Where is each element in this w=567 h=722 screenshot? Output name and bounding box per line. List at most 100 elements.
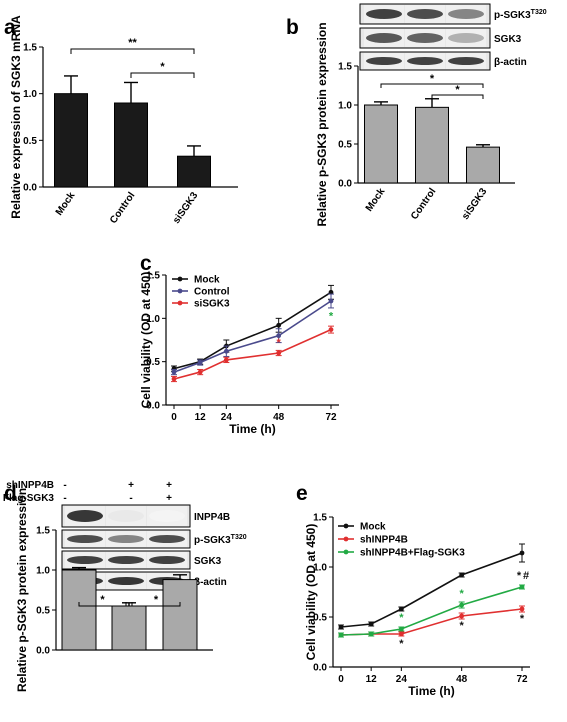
- blot-band: [407, 9, 443, 19]
- significance-label: *: [520, 613, 525, 625]
- blot-lane: [364, 53, 404, 69]
- panel-d-chart: 0.0 0.5 1.0 1.5 Relative p-SGK3 protein expr…: [15, 488, 213, 692]
- blot-band: [108, 577, 144, 585]
- blot-band: [448, 9, 484, 19]
- y-tick-label: 0.0: [146, 401, 160, 412]
- blot-band: [366, 33, 402, 43]
- data-point: [276, 350, 282, 356]
- significance-bracket: [78, 602, 127, 607]
- panel-b-western-blot: p-SGK3T320 SGK3 β-actin: [359, 3, 547, 71]
- bar: [162, 579, 198, 651]
- data-point: [197, 369, 203, 375]
- y-tick-label: 0.0: [338, 179, 352, 190]
- blot-band: [448, 33, 484, 43]
- condition-label: Flag-SGK3: [3, 493, 55, 504]
- x-tick-label: 12: [366, 674, 378, 685]
- condition-mark: +: [166, 493, 172, 504]
- x-category-label: Control: [409, 186, 439, 222]
- significance-label: *: [430, 73, 435, 85]
- x-tick-label: 48: [456, 674, 468, 685]
- significance-bracket: [130, 72, 195, 78]
- blot-band: [407, 33, 443, 43]
- legend-entry: Mock: [360, 522, 386, 533]
- x-tick-label: 0: [171, 412, 177, 423]
- blot-lane: [405, 29, 445, 47]
- blot-band: [366, 57, 402, 65]
- blot-lane: [446, 29, 486, 47]
- blot-superscript: T320: [531, 9, 547, 16]
- x-axis-title: Time (h): [408, 684, 454, 698]
- x-tick-label: 72: [325, 412, 337, 423]
- data-point: [197, 360, 203, 365]
- panel-label-a: a: [4, 16, 16, 39]
- data-point: [459, 613, 465, 619]
- legend-swatch-marker: [343, 549, 349, 555]
- data-point: [519, 606, 525, 612]
- bar: [415, 106, 449, 184]
- x-category-label: siSGK3: [460, 186, 490, 222]
- panel-b-chart: 0.0 0.5 1.0 1.5 Relative p-SGK3 protein expr…: [315, 22, 515, 227]
- significance-label: *: [160, 61, 165, 73]
- bar: [61, 569, 97, 651]
- y-tick-label: 1.5: [36, 526, 50, 537]
- y-tick-label: 0.0: [23, 183, 37, 194]
- y-tick-label: 0.5: [146, 357, 160, 368]
- x-tick-label: 12: [195, 412, 207, 423]
- y-tick-label: 0.5: [313, 613, 327, 624]
- data-point: [368, 631, 374, 637]
- blot-band-label: SGK3: [494, 34, 522, 45]
- significance-bracket: [380, 83, 484, 88]
- data-point: [368, 621, 374, 627]
- series-line: [340, 608, 523, 636]
- data-point: [223, 357, 229, 363]
- blot-lane: [65, 531, 105, 547]
- significance-label: *: [455, 84, 460, 96]
- condition-mark: -: [129, 493, 132, 504]
- data-point: [328, 289, 334, 295]
- significance-label: **: [128, 37, 137, 49]
- blot-band: [149, 535, 185, 543]
- blot-band-label: p-SGK3T320: [494, 9, 547, 21]
- legend-entry: siSGK3: [194, 299, 230, 310]
- blot-band: [67, 535, 103, 543]
- blot-lane: [147, 552, 187, 568]
- y-axis-title: Relative p-SGK3 protein expression: [315, 22, 329, 226]
- blot-lane: [446, 5, 486, 23]
- condition-label: shINPP4B: [6, 480, 54, 491]
- significance-label: *: [329, 311, 334, 323]
- legend-swatch-marker: [177, 300, 183, 306]
- y-tick-label: 1.0: [23, 89, 37, 100]
- y-tick-label: 0.5: [36, 606, 50, 617]
- y-axis-title: Cell viability (OD at 450): [139, 272, 153, 409]
- blot-band: [448, 57, 484, 65]
- blot-band: [407, 57, 443, 65]
- panel-label-c: c: [140, 252, 152, 275]
- data-point: [328, 327, 334, 332]
- significance-label: *: [154, 594, 159, 606]
- legend-swatch-marker: [177, 288, 183, 294]
- data-point: [171, 376, 177, 382]
- blot-band-label: β-actin: [494, 57, 527, 68]
- bar: [111, 605, 147, 651]
- x-tick-label: 72: [516, 674, 528, 685]
- data-point: [223, 348, 229, 354]
- y-tick-label: 1.0: [313, 563, 327, 574]
- blot-lane: [405, 53, 445, 69]
- significance-bracket: [131, 602, 181, 607]
- bar: [466, 146, 500, 184]
- blot-band: [149, 556, 185, 564]
- blot-band: [366, 9, 402, 19]
- legend-entry: shINPP4B: [360, 535, 408, 546]
- blot-lane: [147, 531, 187, 547]
- bar: [54, 93, 88, 188]
- series-line: [173, 328, 332, 380]
- significance-label: *: [277, 337, 282, 349]
- data-point: [519, 550, 525, 556]
- data-point: [398, 606, 404, 612]
- y-tick-label: 1.0: [338, 101, 352, 112]
- data-point: [398, 626, 404, 632]
- y-axis-title: Relative expression of SGK3 mRNA: [9, 15, 23, 219]
- blot-band-label: β-actin: [194, 577, 227, 588]
- condition-mark: +: [166, 480, 172, 491]
- panel-label-b: b: [286, 16, 299, 39]
